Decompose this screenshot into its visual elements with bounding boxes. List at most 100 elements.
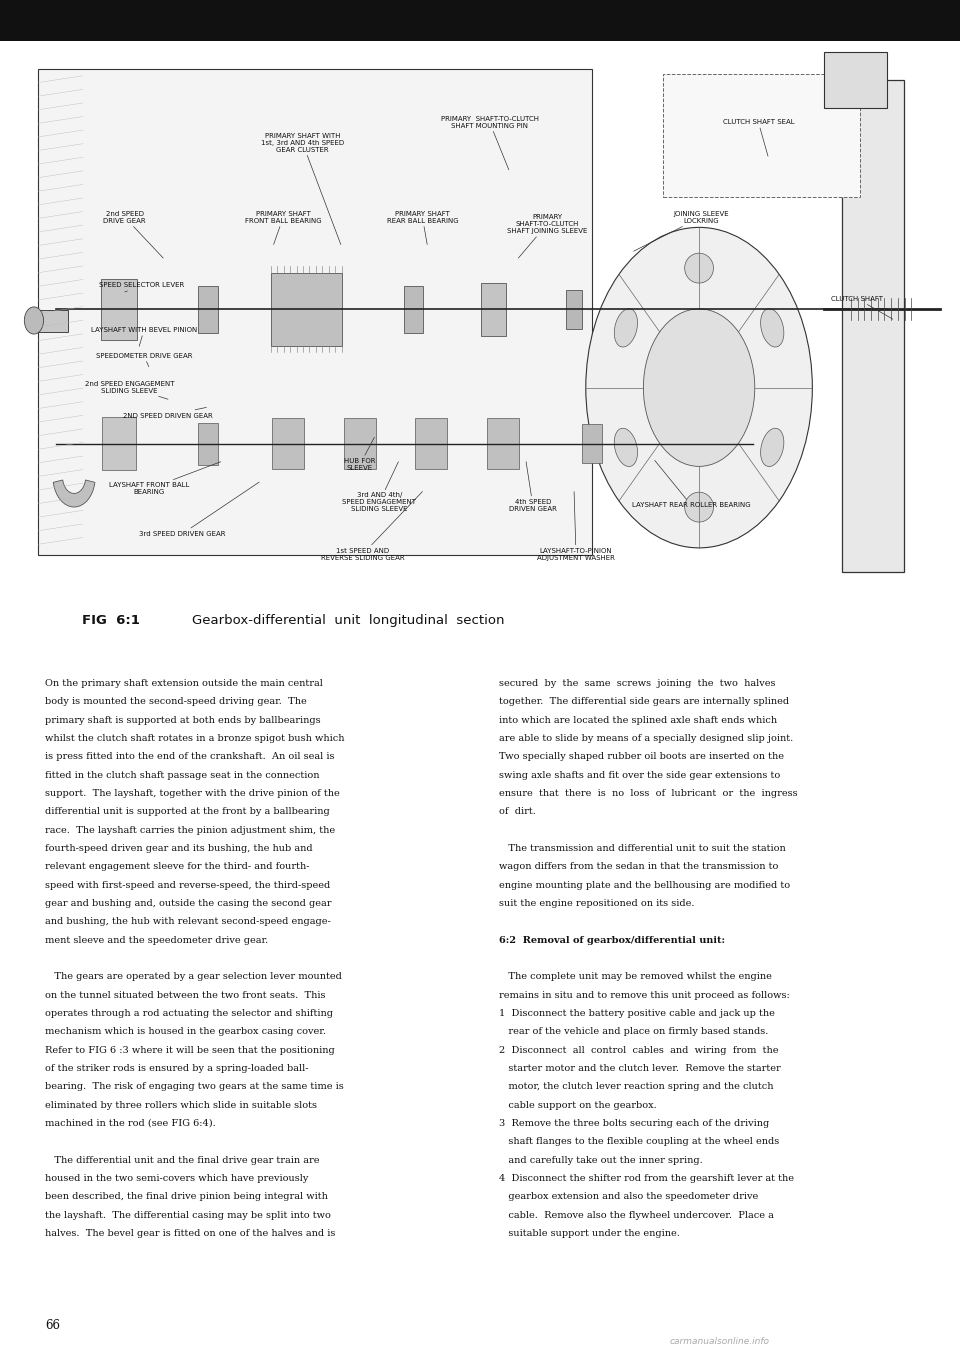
- Text: LAYSHAFT-TO-PINION
ADJUSTMENT WASHER: LAYSHAFT-TO-PINION ADJUSTMENT WASHER: [537, 492, 615, 561]
- Text: of the striker rods is ensured by a spring-loaded ball-: of the striker rods is ensured by a spri…: [45, 1065, 308, 1073]
- Bar: [198, 422, 218, 464]
- Text: The transmission and differential unit to suit the station: The transmission and differential unit t…: [499, 843, 786, 853]
- Text: primary shaft is supported at both ends by ballbearings: primary shaft is supported at both ends …: [45, 716, 321, 725]
- Bar: [582, 424, 602, 463]
- Text: and carefully take out the inner spring.: and carefully take out the inner spring.: [499, 1156, 703, 1165]
- Text: are able to slide by means of a specially designed slip joint.: are able to slide by means of a speciall…: [499, 733, 794, 743]
- Text: Two specially shaped rubber oil boots are inserted on the: Two specially shaped rubber oil boots ar…: [499, 752, 784, 762]
- Text: eliminated by three rollers which slide in suitable slots: eliminated by three rollers which slide …: [45, 1100, 317, 1109]
- Bar: [30, 310, 68, 331]
- Text: 3rd AND 4th/
SPEED ENGAGEMENT
SLIDING SLEEVE: 3rd AND 4th/ SPEED ENGAGEMENT SLIDING SL…: [342, 462, 417, 512]
- Text: On the primary shaft extension outside the main central: On the primary shaft extension outside t…: [45, 679, 323, 689]
- Text: of  dirt.: of dirt.: [499, 807, 536, 816]
- Text: secured  by  the  same  screws  joining  the  two  halves: secured by the same screws joining the t…: [499, 679, 776, 689]
- Text: on the tunnel situated between the two front seats.  This: on the tunnel situated between the two f…: [45, 991, 325, 999]
- Text: shaft flanges to the flexible coupling at the wheel ends: shaft flanges to the flexible coupling a…: [499, 1138, 780, 1146]
- Ellipse shape: [760, 308, 784, 348]
- Text: The complete unit may be removed whilst the engine: The complete unit may be removed whilst …: [499, 972, 772, 982]
- Text: fourth-speed driven gear and its bushing, the hub and: fourth-speed driven gear and its bushing…: [45, 843, 313, 853]
- Ellipse shape: [684, 492, 713, 521]
- Text: ment sleeve and the speedometer drive gear.: ment sleeve and the speedometer drive ge…: [45, 936, 269, 945]
- Text: bearing.  The risk of engaging two gears at the same time is: bearing. The risk of engaging two gears …: [45, 1082, 344, 1092]
- Text: 3  Remove the three bolts securing each of the driving: 3 Remove the three bolts securing each o…: [499, 1119, 770, 1128]
- Text: HUB FOR
SLEEVE: HUB FOR SLEEVE: [345, 437, 375, 471]
- Text: 66: 66: [45, 1319, 60, 1332]
- Text: relevant engagement sleeve for the third- and fourth-: relevant engagement sleeve for the third…: [45, 862, 310, 872]
- Bar: [273, 418, 304, 469]
- Bar: [403, 285, 423, 333]
- Text: The gears are operated by a gear selection lever mounted: The gears are operated by a gear selecti…: [45, 972, 342, 982]
- Text: PRIMARY
SHAFT-TO-CLUTCH
SHAFT JOINING SLEEVE: PRIMARY SHAFT-TO-CLUTCH SHAFT JOINING SL…: [507, 215, 588, 258]
- Polygon shape: [38, 69, 592, 555]
- Bar: [101, 278, 136, 340]
- Bar: [481, 282, 506, 335]
- Circle shape: [24, 307, 43, 334]
- Bar: [0, 0, 960, 41]
- Text: 2nd SPEED ENGAGEMENT
SLIDING SLEEVE: 2nd SPEED ENGAGEMENT SLIDING SLEEVE: [84, 380, 175, 399]
- Text: fitted in the clutch shaft passage seat in the connection: fitted in the clutch shaft passage seat …: [45, 771, 320, 779]
- Text: 2  Disconnect  all  control  cables  and  wiring  from  the: 2 Disconnect all control cables and wiri…: [499, 1046, 779, 1055]
- Text: differential unit is supported at the front by a ballbearing: differential unit is supported at the fr…: [45, 807, 330, 816]
- Text: engine mounting plate and the bellhousing are modified to: engine mounting plate and the bellhousin…: [499, 880, 790, 889]
- Text: gearbox extension and also the speedometer drive: gearbox extension and also the speedomet…: [499, 1192, 758, 1202]
- Circle shape: [586, 227, 812, 547]
- Text: starter motor and the clutch lever.  Remove the starter: starter motor and the clutch lever. Remo…: [499, 1065, 780, 1073]
- Bar: [198, 285, 218, 333]
- Text: motor, the clutch lever reaction spring and the clutch: motor, the clutch lever reaction spring …: [499, 1082, 774, 1092]
- Bar: [344, 418, 376, 469]
- Text: halves.  The bevel gear is fitted on one of the halves and is: halves. The bevel gear is fitted on one …: [45, 1229, 335, 1238]
- Text: 4th SPEED
DRIVEN GEAR: 4th SPEED DRIVEN GEAR: [509, 462, 557, 512]
- Bar: [271, 273, 342, 346]
- Text: housed in the two semi-covers which have previously: housed in the two semi-covers which have…: [45, 1173, 308, 1183]
- Text: LAYSHAFT FRONT BALL
BEARING: LAYSHAFT FRONT BALL BEARING: [108, 462, 221, 496]
- Text: 3rd SPEED DRIVEN GEAR: 3rd SPEED DRIVEN GEAR: [139, 482, 259, 536]
- Text: is press fitted into the end of the crankshaft.  An oil seal is: is press fitted into the end of the cran…: [45, 752, 335, 762]
- Text: The differential unit and the final drive gear train are: The differential unit and the final driv…: [45, 1156, 320, 1165]
- Text: body is mounted the second-speed driving gear.  The: body is mounted the second-speed driving…: [45, 698, 307, 706]
- Text: SPEEDOMETER DRIVE GEAR: SPEEDOMETER DRIVE GEAR: [96, 353, 192, 367]
- Text: cable support on the gearbox.: cable support on the gearbox.: [499, 1100, 657, 1109]
- Text: ensure  that  there  is  no  loss  of  lubricant  or  the  ingress: ensure that there is no loss of lubrican…: [499, 789, 798, 799]
- Text: into which are located the splined axle shaft ends which: into which are located the splined axle …: [499, 716, 778, 725]
- Text: PRIMARY SHAFT
REAR BALL BEARING: PRIMARY SHAFT REAR BALL BEARING: [387, 210, 458, 244]
- Text: wagon differs from the sedan in that the transmission to: wagon differs from the sedan in that the…: [499, 862, 779, 872]
- Text: 6:2  Removal of gearbox/differential unit:: 6:2 Removal of gearbox/differential unit…: [499, 936, 725, 945]
- Text: FIG  6:1: FIG 6:1: [82, 614, 139, 627]
- Bar: [824, 52, 887, 107]
- Text: LAYSHAFT REAR ROLLER BEARING: LAYSHAFT REAR ROLLER BEARING: [632, 460, 751, 508]
- Text: 1st SPEED AND
REVERSE SLIDING GEAR: 1st SPEED AND REVERSE SLIDING GEAR: [321, 492, 422, 561]
- Text: PRIMARY SHAFT WITH
1st, 3rd AND 4th SPEED
GEAR CLUSTER: PRIMARY SHAFT WITH 1st, 3rd AND 4th SPEE…: [261, 133, 344, 244]
- Text: remains in situ and to remove this unit proceed as follows:: remains in situ and to remove this unit …: [499, 991, 790, 999]
- Text: cable.  Remove also the flywheel undercover.  Place a: cable. Remove also the flywheel undercov…: [499, 1211, 774, 1219]
- Text: support.  The layshaft, together with the drive pinion of the: support. The layshaft, together with the…: [45, 789, 340, 799]
- Text: the layshaft.  The differential casing may be split into two: the layshaft. The differential casing ma…: [45, 1211, 331, 1219]
- Bar: [415, 418, 447, 469]
- Ellipse shape: [684, 253, 713, 282]
- Text: LAYSHAFT WITH BEVEL PINION: LAYSHAFT WITH BEVEL PINION: [91, 327, 197, 346]
- Circle shape: [643, 308, 755, 466]
- Ellipse shape: [760, 428, 784, 467]
- Text: 4  Disconnect the shifter rod from the gearshift lever at the: 4 Disconnect the shifter rod from the ge…: [499, 1173, 794, 1183]
- Text: carmanualsonline.info: carmanualsonline.info: [670, 1338, 770, 1346]
- Bar: [566, 289, 582, 329]
- Text: 1  Disconnect the battery positive cable and jack up the: 1 Disconnect the battery positive cable …: [499, 1009, 775, 1018]
- Text: operates through a rod actuating the selector and shifting: operates through a rod actuating the sel…: [45, 1009, 333, 1018]
- Ellipse shape: [614, 428, 637, 467]
- Text: CLUTCH SHAFT SEAL: CLUTCH SHAFT SEAL: [723, 120, 794, 156]
- Text: SPEED SELECTOR LEVER: SPEED SELECTOR LEVER: [100, 282, 184, 292]
- Text: 2nd SPEED
DRIVE GEAR: 2nd SPEED DRIVE GEAR: [104, 210, 163, 258]
- Bar: [102, 417, 135, 470]
- Text: mechanism which is housed in the gearbox casing cover.: mechanism which is housed in the gearbox…: [45, 1027, 326, 1036]
- Text: whilst the clutch shaft rotates in a bronze spigot bush which: whilst the clutch shaft rotates in a bro…: [45, 733, 345, 743]
- Ellipse shape: [614, 308, 637, 348]
- FancyBboxPatch shape: [663, 75, 860, 197]
- Text: and bushing, the hub with relevant second-speed engage-: and bushing, the hub with relevant secon…: [45, 918, 331, 926]
- Bar: [487, 418, 518, 469]
- Wedge shape: [54, 479, 95, 507]
- Text: machined in the rod (see FIG 6:4).: machined in the rod (see FIG 6:4).: [45, 1119, 216, 1128]
- Bar: [842, 80, 904, 572]
- Text: been described, the final drive pinion being integral with: been described, the final drive pinion b…: [45, 1192, 328, 1202]
- Text: suit the engine repositioned on its side.: suit the engine repositioned on its side…: [499, 899, 695, 909]
- Text: Gearbox-differential  unit  longitudinal  section: Gearbox-differential unit longitudinal s…: [192, 614, 505, 627]
- Text: gear and bushing and, outside the casing the second gear: gear and bushing and, outside the casing…: [45, 899, 331, 909]
